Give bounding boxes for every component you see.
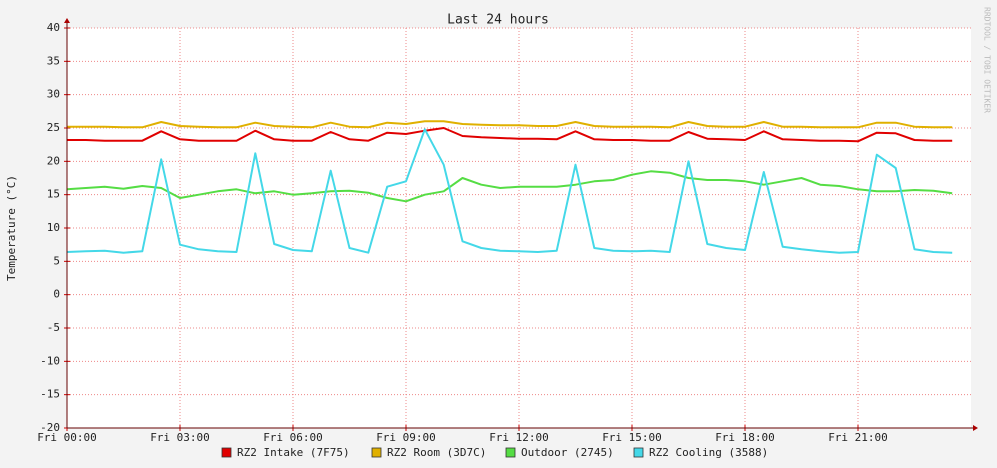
x-tick-label: Fri 03:00 xyxy=(150,431,210,444)
y-tick-label: -10 xyxy=(40,354,60,367)
lines xyxy=(66,120,953,254)
series-line xyxy=(66,128,953,254)
x-tick-label: Fri 15:00 xyxy=(602,431,662,444)
y-tick-label: -20 xyxy=(40,421,60,434)
y-tick-label: 15 xyxy=(47,188,60,201)
x-tick-label: Fri 12:00 xyxy=(489,431,549,444)
legend-label: Outdoor (2745) xyxy=(521,446,614,459)
series-line xyxy=(67,120,953,129)
y-tick-label: 25 xyxy=(47,121,60,134)
axes xyxy=(64,18,978,431)
series-line xyxy=(66,170,953,203)
y-tick-label: 30 xyxy=(47,88,60,101)
legend-swatch xyxy=(633,447,644,458)
legend-label: RZ2 Room (3D7C) xyxy=(387,446,486,459)
series-line xyxy=(67,127,953,143)
x-tick-label: Fri 09:00 xyxy=(376,431,436,444)
legend-swatch xyxy=(221,447,232,458)
legend-label: RZ2 Cooling (3588) xyxy=(649,446,768,459)
y-tick-label: 20 xyxy=(47,154,60,167)
y-tick-label: -5 xyxy=(47,321,60,334)
legend: RZ2 Intake (7F75) RZ2 Room (3D7C) Outdoor … xyxy=(221,446,768,459)
legend-swatch xyxy=(505,447,516,458)
legend-swatch xyxy=(371,447,382,458)
x-arrow xyxy=(973,425,978,431)
y-axis-label: Temperature (°C) xyxy=(5,175,18,281)
y-tick-label: 40 xyxy=(47,21,60,34)
x-tick-label: Fri 06:00 xyxy=(263,431,323,444)
legend-label: RZ2 Intake (7F75) xyxy=(237,446,350,459)
watermark: RRDTOOL / TOBI OETIKER xyxy=(983,7,992,113)
x-tick-label: Fri 18:00 xyxy=(715,431,775,444)
y-arrow xyxy=(64,18,70,23)
grid: -20 -15 -10 -5 0 5 10 15 20 25 30 35 40 Fri 00:00 Fri … xyxy=(37,21,971,444)
x-tick-label: Fri 00:00 xyxy=(37,431,97,444)
y-tick-label: 35 xyxy=(47,54,60,67)
chart-title: Last 24 hours xyxy=(447,13,549,28)
y-tick-label: -15 xyxy=(40,388,60,401)
y-tick-label: 5 xyxy=(53,254,60,267)
y-tick-label: 0 xyxy=(53,288,60,301)
y-tick-label: 10 xyxy=(47,221,60,234)
x-tick-label: Fri 21:00 xyxy=(828,431,888,444)
